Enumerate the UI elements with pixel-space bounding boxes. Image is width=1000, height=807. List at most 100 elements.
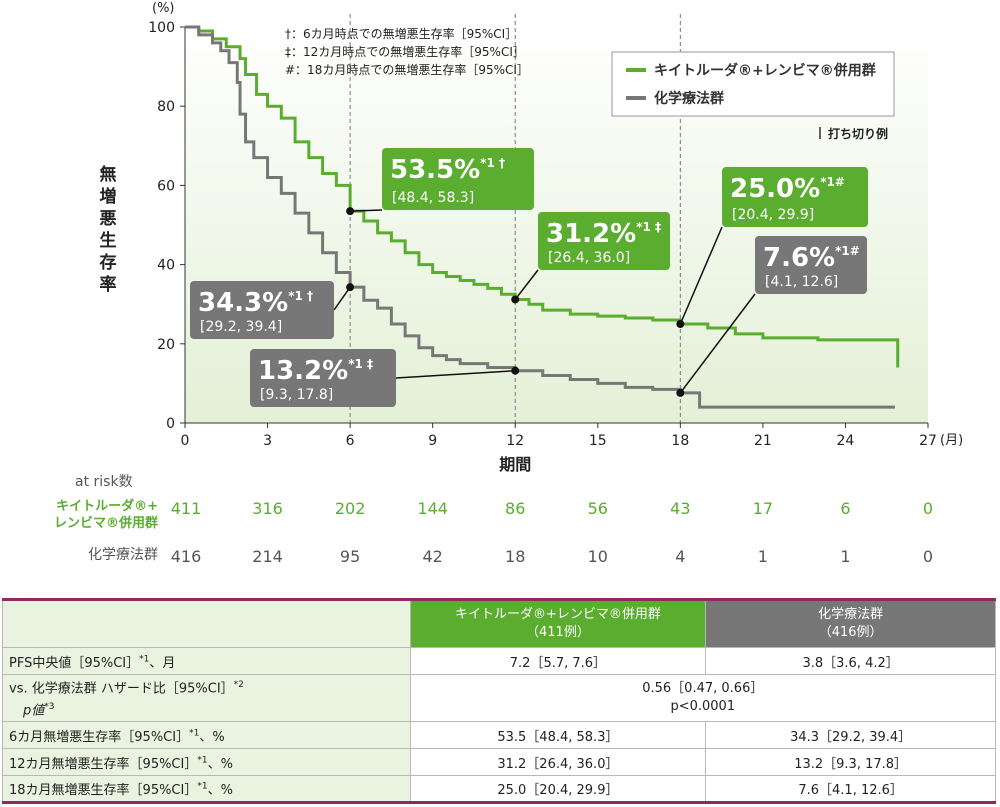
row-label: 6カ月無増悪生存率［95%CI］*1、%: [2, 721, 411, 749]
callout-point: [676, 388, 685, 397]
callout-leader: [333, 286, 351, 311]
at-risk-value: 6: [840, 499, 851, 518]
callout-leader: [350, 209, 383, 212]
at-risk-chemo-label: 化学療法群: [88, 547, 158, 563]
table-row-6m: 6カ月無増悪生存率［95%CI］*1、% 53.5［48.4, 58.3］ 34…: [2, 721, 996, 749]
x-tick-label: 0: [181, 433, 190, 449]
at-risk-value: 202: [334, 499, 366, 518]
callout-value: 53.5%*1 †: [390, 155, 505, 185]
x-axis-title: 期間: [499, 455, 531, 474]
callout-leader: [395, 369, 516, 379]
callout-ci: [20.4, 29.9]: [732, 207, 814, 223]
y-tick-label: 40: [157, 258, 175, 274]
cell-keytruda: 25.0［20.4, 29.9］: [409, 775, 707, 803]
callout-leader: [679, 226, 723, 325]
at-risk-keytruda-label: キイトルーダ®+ レンビマ®併用群: [53, 499, 158, 531]
cell-hazard: 0.56［0.47, 0.66］ p<0.0001: [409, 674, 997, 722]
cell-keytruda: 31.2［26.4, 36.0］: [409, 748, 707, 776]
x-tick-label: 6: [346, 433, 355, 449]
x-tick-label: 3: [263, 433, 272, 449]
callout-leader: [679, 293, 756, 394]
x-tick-label: 27: [919, 433, 937, 449]
header-keytruda: キイトルーダ®+レンビマ®併用群 （411例）: [409, 599, 707, 648]
chemo-km-curve: [185, 25, 895, 409]
row-label: 18カ月無増悪生存率［95%CI］*1、%: [2, 775, 411, 803]
censor-legend-label: 打ち切り例: [828, 126, 888, 141]
x-tick-label: 9: [428, 433, 437, 449]
cell-keytruda: 7.2［5.7, 7.6］: [409, 647, 707, 675]
x-tick-label: 12: [506, 433, 524, 449]
at-risk-value: 1: [757, 547, 768, 566]
table-row-12m: 12カ月無増悪生存率［95%CI］*1、% 31.2［26.4, 36.0］ 1…: [2, 748, 996, 776]
legend-box: [611, 51, 895, 117]
callout-value: 31.2%*1 ‡: [546, 219, 661, 249]
footnote: ‡：12カ月時点での無増悪生存率［95%CI］: [285, 44, 525, 59]
at-risk-value: 17: [752, 499, 774, 518]
row-label: vs. 化学療法群 ハザード比［95%CI］*2 p値*3: [2, 674, 411, 722]
callout-value: 34.3%*1 †: [198, 288, 313, 318]
footnote: #：18カ月時点での無増悪生存率［95%CI］: [285, 62, 529, 77]
table-row-pfs: PFS中央値［95%CI］*1、月 7.2［5.7, 7.6］ 3.8［3.6,…: [2, 647, 996, 675]
y-axis-title: 無増悪生存率: [100, 164, 117, 295]
callout-point: [676, 320, 685, 328]
header-chemo: 化学療法群 （416例）: [705, 599, 996, 648]
at-risk-value: 4: [675, 547, 686, 566]
at-risk-value: 411: [170, 499, 202, 518]
table-header-row: キイトルーダ®+レンビマ®併用群 （411例） 化学療法群 （416例）: [2, 599, 996, 648]
at-risk-value: 1: [840, 547, 851, 566]
y-unit-label: (%): [152, 1, 175, 16]
callout-box: [250, 349, 396, 407]
x-unit-label: (月): [940, 433, 963, 448]
callout-point: [511, 366, 520, 375]
at-risk-title: at risk数: [75, 474, 133, 490]
callout-value: 25.0%*1#: [730, 174, 845, 204]
at-risk-value: 144: [417, 499, 448, 518]
callout-box: [190, 281, 334, 339]
legend-label-keytruda: キイトルーダ®+レンビマ®併用群: [654, 62, 876, 79]
at-risk-value: 18: [505, 547, 526, 566]
y-tick-label: 0: [166, 416, 175, 432]
at-risk-value: 43: [670, 499, 691, 518]
callout-ci: [48.4, 58.3]: [392, 190, 474, 206]
cell-chemo: 3.8［3.6, 4.2］: [705, 647, 996, 675]
at-risk-value: 42: [422, 547, 443, 566]
callout-value: 13.2%*1 ‡: [258, 356, 373, 386]
keytruda-km-curve: [185, 25, 900, 368]
at-risk-value: 316: [252, 499, 283, 518]
callout-value: 7.6%*1#: [763, 243, 860, 273]
at-risk-value: 86: [505, 499, 526, 518]
at-risk-value: 95: [339, 547, 361, 566]
callout-leader: [514, 269, 539, 300]
table-row-18m: 18カ月無増悪生存率［95%CI］*1、% 25.0［20.4, 29.9］ 7…: [2, 775, 996, 803]
summary-table: キイトルーダ®+レンビマ®併用群 （411例） 化学療法群 （416例） PFS…: [2, 598, 997, 804]
at-risk-value: 0: [922, 499, 934, 518]
table-row-hazard: vs. 化学療法群 ハザード比［95%CI］*2 p値*3 0.56［0.47,…: [2, 674, 997, 722]
cell-chemo: 34.3［29.2, 39.4］: [705, 721, 996, 749]
callout-box: [382, 148, 534, 210]
header-blank: [2, 599, 411, 648]
callout-point: [346, 207, 355, 216]
cell-keytruda: 53.5［48.4, 58.3］: [409, 721, 707, 749]
at-risk-value: 0: [922, 547, 934, 566]
callout-box: [755, 236, 867, 294]
callout-ci: [4.1, 12.6]: [765, 274, 838, 290]
legend-label-chemo: 化学療法群: [654, 90, 724, 107]
y-tick-label: 100: [148, 20, 175, 36]
y-tick-label: 80: [157, 99, 175, 115]
at-risk-value: 10: [587, 547, 608, 566]
callout-point: [346, 283, 355, 292]
callout-ci: [9.3, 17.8]: [260, 387, 333, 403]
row-label: PFS中央値［95%CI］*1、月: [2, 647, 411, 675]
footnote: †：6カ月時点での無増悪生存率［95%CI］: [285, 26, 517, 41]
callout-ci: [26.4, 36.0]: [548, 250, 630, 266]
x-tick-label: 18: [671, 433, 689, 449]
cell-chemo: 13.2［9.3, 17.8］: [705, 748, 996, 776]
row-label: 12カ月無増悪生存率［95%CI］*1、%: [2, 748, 411, 776]
x-tick-label: 24: [837, 433, 855, 449]
callout-box: [722, 167, 868, 227]
y-tick-label: 60: [157, 178, 175, 194]
at-risk-value: 56: [587, 499, 608, 518]
y-tick-label: 20: [157, 337, 175, 353]
pfs-chart: 0 3 6 9 12 15 18 21 24 27 0 20 40 60 80 100 (%) (月) 期間 無増悪生…: [100, 1, 964, 474]
cell-chemo: 7.6［4.1, 12.6］: [705, 775, 996, 803]
